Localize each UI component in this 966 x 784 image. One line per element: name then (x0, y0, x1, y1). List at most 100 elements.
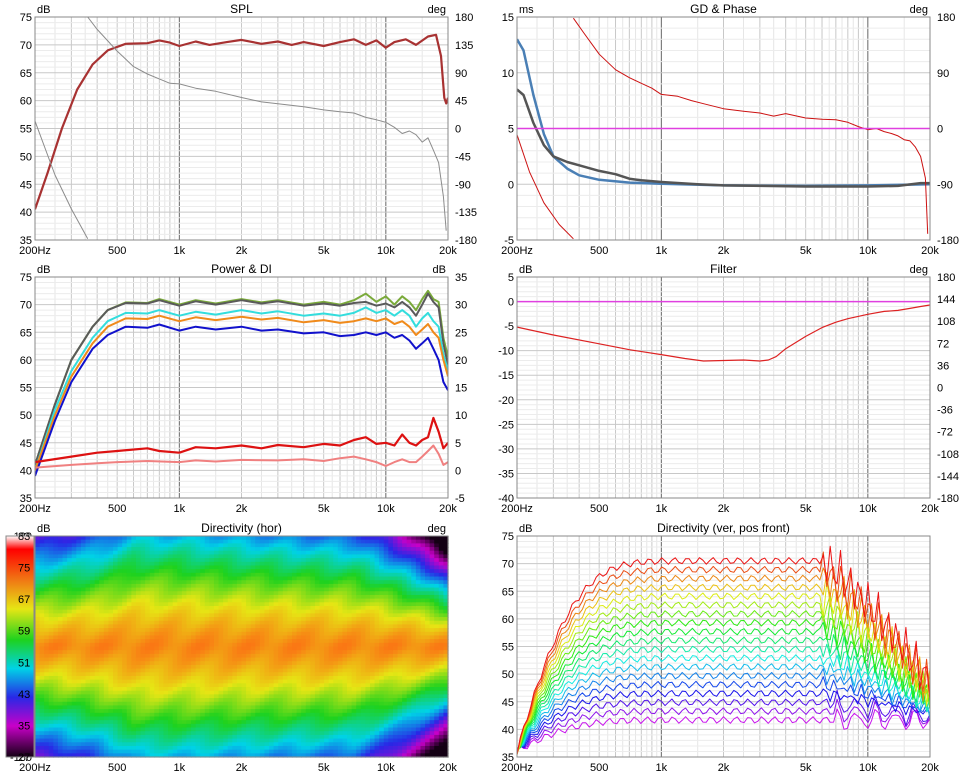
heatmap-cell (67, 724, 72, 728)
heatmap-cell (232, 731, 237, 735)
heatmap-cell (85, 647, 90, 651)
heatmap-cell (251, 731, 256, 735)
heatmap-cell (306, 540, 311, 544)
heatmap-cell (306, 628, 311, 632)
heatmap-cell (99, 728, 104, 732)
heatmap-cell (306, 709, 311, 713)
heatmap-cell (352, 580, 357, 584)
heatmap-cell (113, 551, 118, 555)
heatmap-cell (329, 694, 334, 698)
heatmap-cell (370, 694, 375, 698)
heatmap-cell (246, 577, 251, 581)
heatmap-cell (297, 658, 302, 662)
heatmap-cell (108, 624, 113, 628)
heatmap-cell (141, 584, 146, 588)
heatmap-cell (278, 635, 283, 639)
heatmap-cell (85, 599, 90, 603)
heatmap-cell (136, 621, 141, 625)
heatmap-cell (35, 742, 40, 746)
heatmap-cell (99, 705, 104, 709)
heatmap-cell (177, 742, 182, 746)
heatmap-cell (173, 584, 178, 588)
heatmap-cell (141, 632, 146, 636)
heatmap-cell (76, 716, 81, 720)
heatmap-cell (76, 661, 81, 665)
heatmap-cell (186, 562, 191, 566)
heatmap-cell (182, 624, 187, 628)
heatmap-cell (361, 588, 366, 592)
heatmap-cell (283, 658, 288, 662)
heatmap-cell (205, 731, 210, 735)
heatmap-cell (108, 617, 113, 621)
heatmap-cell (361, 647, 366, 651)
heatmap-cell (150, 628, 155, 632)
heatmap-cell (228, 643, 233, 647)
heatmap-cell (168, 628, 173, 632)
heatmap-cell (76, 691, 81, 695)
x-tick-label: 5k (318, 503, 330, 515)
heatmap-cell (177, 643, 182, 647)
heatmap-cell (205, 635, 210, 639)
heatmap-cell (375, 565, 380, 569)
heatmap-cell (118, 728, 123, 732)
heatmap-cell (76, 750, 81, 754)
heatmap-cell (136, 569, 141, 573)
heatmap-cell (209, 669, 214, 673)
heatmap-cell (214, 624, 219, 628)
heatmap-cell (163, 588, 168, 592)
heatmap-cell (72, 551, 77, 555)
heatmap-cell (370, 672, 375, 676)
heatmap-cell (205, 746, 210, 750)
heatmap-cell (223, 716, 228, 720)
heatmap-cell (361, 613, 366, 617)
heatmap-cell (356, 632, 361, 636)
heatmap-cell (177, 543, 182, 547)
heatmap-cell (333, 709, 338, 713)
heatmap-cell (375, 702, 380, 706)
heatmap-cell (145, 687, 150, 691)
heatmap-cell (127, 639, 132, 643)
heatmap-cell (173, 705, 178, 709)
heatmap-cell (85, 672, 90, 676)
heatmap-cell (274, 635, 279, 639)
heatmap-cell (104, 702, 109, 706)
heatmap-cell (145, 591, 150, 595)
heatmap-cell (379, 577, 384, 581)
heatmap-cell (131, 724, 136, 728)
heatmap-cell (131, 580, 136, 584)
heatmap-cell (182, 635, 187, 639)
heatmap-cell (365, 647, 370, 651)
heatmap-cell (53, 709, 58, 713)
heatmap-cell (333, 665, 338, 669)
heatmap-cell (306, 665, 311, 669)
heatmap-cell (40, 573, 45, 577)
heatmap-cell (251, 540, 256, 544)
heatmap-cell (237, 739, 242, 743)
heatmap-cell (200, 687, 205, 691)
heatmap-cell (141, 742, 146, 746)
heatmap-cell (163, 599, 168, 603)
heatmap-cell (35, 643, 40, 647)
heatmap-cell (228, 750, 233, 754)
heatmap-cell (228, 728, 233, 732)
heatmap-cell (113, 691, 118, 695)
heatmap-cell (242, 632, 247, 636)
heatmap-cell (154, 669, 159, 673)
heatmap-cell (196, 621, 201, 625)
heatmap-cell (53, 580, 58, 584)
heatmap-cell (219, 588, 224, 592)
heatmap-cell (35, 731, 40, 735)
heatmap-cell (223, 735, 228, 739)
heatmap-cell (154, 650, 159, 654)
heatmap-cell (214, 599, 219, 603)
heatmap-cell (81, 746, 86, 750)
heatmap-cell (131, 632, 136, 636)
heatmap-cell (67, 617, 72, 621)
heatmap-cell (63, 728, 68, 732)
y-tick-label: 45 (20, 438, 32, 450)
heatmap-cell (150, 643, 155, 647)
heatmap-cell (99, 565, 104, 569)
heatmap-cell (260, 554, 265, 558)
heatmap-cell (274, 724, 279, 728)
heatmap-cell (104, 676, 109, 680)
